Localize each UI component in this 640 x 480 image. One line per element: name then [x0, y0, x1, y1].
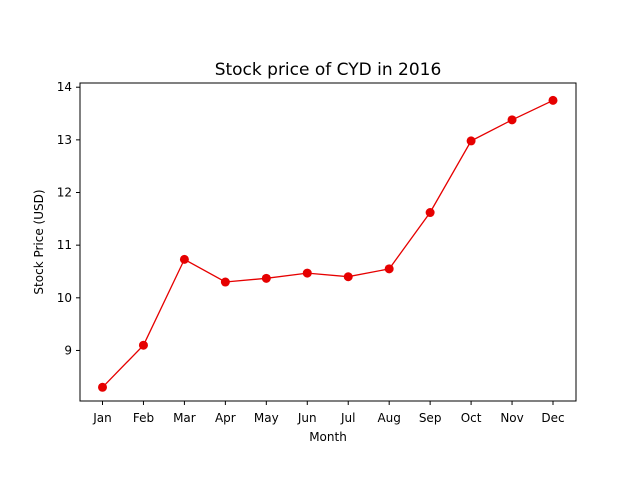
data-point [261, 273, 271, 283]
y-tick-label: 10 [57, 291, 72, 305]
x-tick-label: Jan [92, 411, 112, 425]
x-tick-label: Jul [340, 411, 355, 425]
data-point [343, 272, 353, 282]
x-tick-label: Feb [133, 411, 154, 425]
x-tick-label: Jun [297, 411, 317, 425]
data-point [425, 208, 435, 218]
y-axis-label: Stock Price (USD) [32, 189, 46, 294]
y-axis: 9 10 11 12 13 14 [57, 80, 80, 357]
y-tick-label: 12 [57, 186, 72, 200]
x-tick-label: Apr [215, 411, 236, 425]
y-tick-label: 11 [57, 238, 72, 252]
x-axis: Jan Feb Mar Apr May Jun Jul Aug Sep Oct Nov Dec [92, 401, 565, 425]
x-tick-label: May [254, 411, 279, 425]
x-tick-label: Aug [377, 411, 400, 425]
data-point [507, 115, 517, 125]
data-point [220, 277, 230, 287]
x-tick-label: Mar [173, 411, 196, 425]
data-point [548, 95, 558, 105]
x-tick-label: Nov [500, 411, 523, 425]
x-tick-label: Dec [541, 411, 564, 425]
data-series [98, 95, 558, 392]
data-point [98, 382, 107, 392]
y-tick-label: 14 [57, 80, 72, 94]
y-tick-label: 9 [64, 343, 72, 357]
data-point [138, 340, 148, 350]
series-line [102, 99, 554, 388]
x-tick-label: Sep [419, 411, 442, 425]
data-point [384, 264, 394, 274]
data-point [466, 136, 476, 146]
chart-title: Stock price of CYD in 2016 [215, 60, 442, 80]
x-tick-label: Oct [461, 411, 482, 425]
data-point [302, 268, 312, 278]
y-tick-label: 13 [57, 133, 72, 147]
data-point [179, 254, 189, 264]
plot-area [79, 82, 577, 402]
x-axis-label: Month [309, 430, 347, 444]
